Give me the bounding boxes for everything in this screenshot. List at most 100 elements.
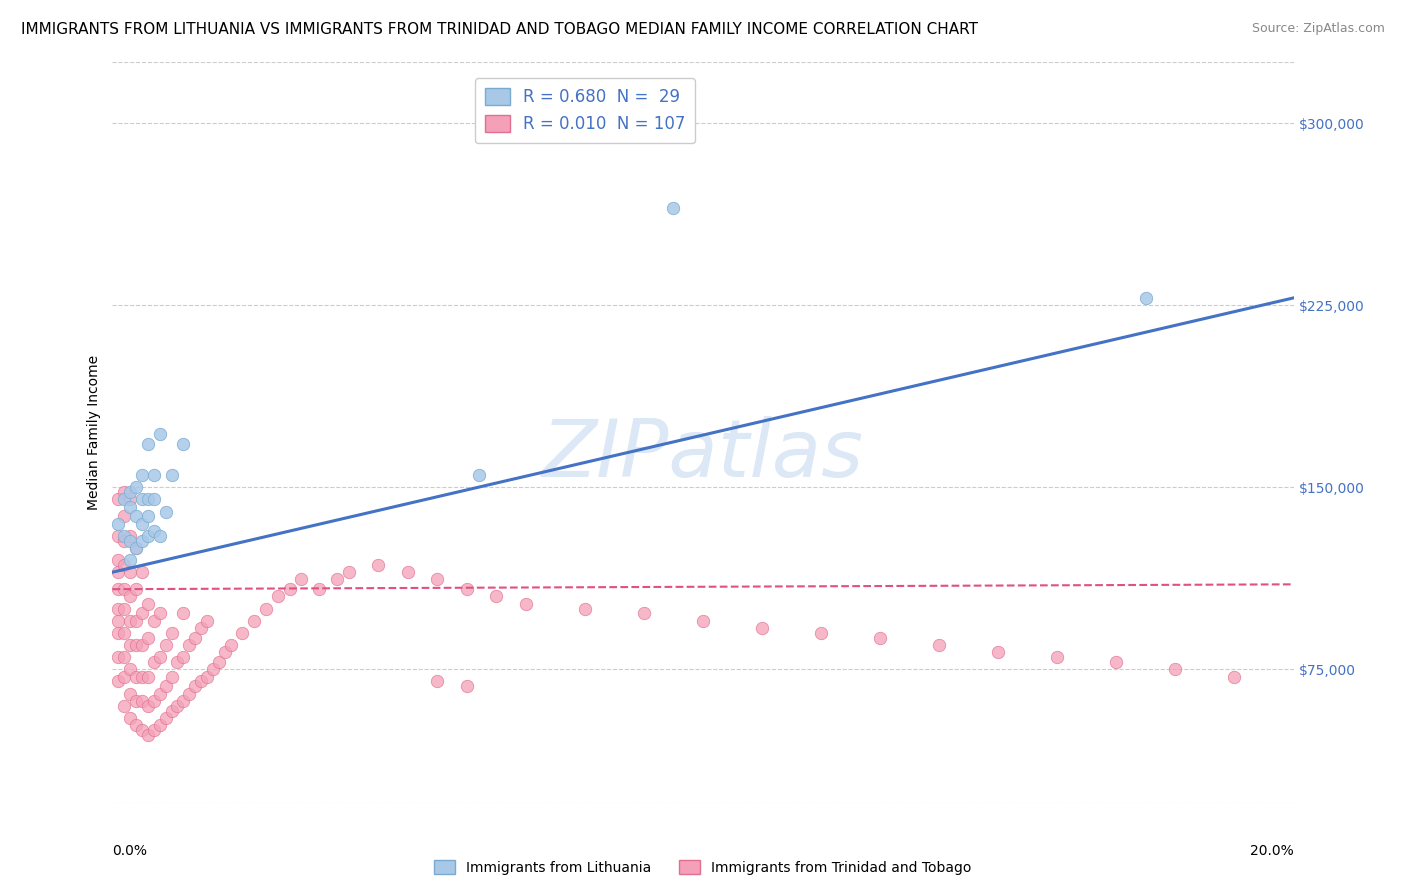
Point [125,614,148,628]
Point [107,582,129,597]
Point [112,492,135,507]
Point [184,679,207,693]
Point [160,669,183,683]
Point [219,638,242,652]
Point [810,626,832,640]
Point [136,698,159,713]
Text: 20.0%: 20.0% [1250,844,1294,857]
Point [278,582,301,597]
Point [136,529,159,543]
Point [112,558,135,572]
Point [142,492,165,507]
Point [112,626,135,640]
Point [131,492,153,507]
Point [125,718,148,732]
Point [308,582,330,597]
Point [125,509,148,524]
Point [112,650,135,665]
Point [662,201,685,215]
Point [125,582,148,597]
Point [160,468,183,483]
Point [131,565,153,579]
Point [120,500,142,514]
Point [149,426,172,441]
Text: Source: ZipAtlas.com: Source: ZipAtlas.com [1251,22,1385,36]
Point [107,492,129,507]
Point [149,529,172,543]
Point [214,645,236,659]
Point [515,597,537,611]
Point [172,650,194,665]
Point [120,711,142,725]
Point [467,468,489,483]
Point [112,669,135,683]
Point [1046,650,1069,665]
Point [166,698,188,713]
Point [190,674,212,689]
Point [120,553,142,567]
Point [633,607,655,621]
Point [142,723,165,737]
Point [112,529,135,543]
Point [179,687,201,701]
Text: IMMIGRANTS FROM LITHUANIA VS IMMIGRANTS FROM TRINIDAD AND TOBAGO MEDIAN FAMILY I: IMMIGRANTS FROM LITHUANIA VS IMMIGRANTS … [21,22,979,37]
Point [136,669,159,683]
Point [107,650,129,665]
Point [201,662,224,676]
Point [456,679,478,693]
Point [136,436,159,450]
Point [107,601,129,615]
Point [184,631,207,645]
Point [112,485,135,500]
Point [172,694,194,708]
Point [112,601,135,615]
Point [120,662,142,676]
Point [120,614,142,628]
Point [426,674,449,689]
Point [751,621,773,635]
Point [131,669,153,683]
Point [692,614,714,628]
Point [120,533,142,548]
Point [131,694,153,708]
Point [125,694,148,708]
Point [142,655,165,669]
Point [131,468,153,483]
Point [136,509,159,524]
Point [1223,669,1246,683]
Point [131,607,153,621]
Point [574,601,596,615]
Point [160,704,183,718]
Point [131,638,153,652]
Point [107,529,129,543]
Point [208,655,231,669]
Point [231,626,253,640]
Text: ZIPatlas: ZIPatlas [541,416,865,494]
Legend: R = 0.680  N =  29, R = 0.010  N = 107: R = 0.680 N = 29, R = 0.010 N = 107 [475,78,695,143]
Point [136,631,159,645]
Point [136,492,159,507]
Point [396,565,419,579]
Point [155,711,177,725]
Point [172,436,194,450]
Point [131,533,153,548]
Point [456,582,478,597]
Point [125,541,148,555]
Point [120,485,142,500]
Point [131,723,153,737]
Point [485,590,508,604]
Point [243,614,266,628]
Point [326,573,349,587]
Point [190,621,212,635]
Point [172,607,194,621]
Point [120,529,142,543]
Point [1105,655,1128,669]
Point [142,614,165,628]
Point [120,638,142,652]
Point [125,480,148,494]
Y-axis label: Median Family Income: Median Family Income [87,355,101,510]
Point [290,573,312,587]
Point [337,565,360,579]
Point [136,728,159,742]
Point [254,601,277,615]
